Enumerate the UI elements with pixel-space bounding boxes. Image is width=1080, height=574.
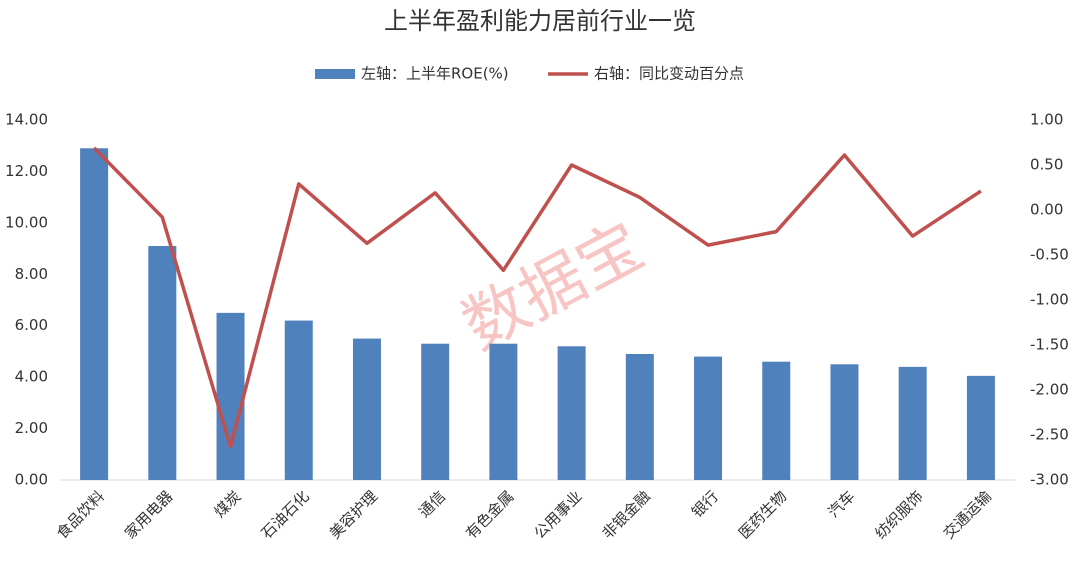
bar — [352, 338, 381, 480]
bar — [694, 356, 723, 480]
bar — [830, 364, 859, 480]
bar — [148, 246, 177, 480]
x-tick-label: 银行 — [688, 487, 722, 521]
bar — [762, 361, 791, 480]
y2-tick-label: -0.50 — [1030, 246, 1069, 264]
y-tick-label: 6.00 — [15, 316, 48, 334]
y2-tick-label: -1.50 — [1030, 336, 1069, 354]
bar — [557, 346, 586, 480]
bar — [421, 343, 450, 480]
bar — [216, 312, 245, 480]
bar — [80, 148, 109, 481]
bar — [284, 320, 313, 480]
y-tick-label: 2.00 — [15, 419, 48, 437]
x-tick-label: 公用事业 — [530, 487, 585, 542]
bar — [966, 375, 995, 480]
x-tick-label: 交通运输 — [940, 487, 995, 542]
line — [92, 146, 982, 449]
y2-tick-label: -3.00 — [1030, 471, 1069, 489]
y-tick-label: 10.00 — [5, 213, 48, 231]
chart-title: 上半年盈利能力居前行业一览 — [384, 7, 696, 35]
bar — [898, 366, 927, 480]
legend-swatch — [315, 69, 355, 79]
y2-tick-label: 0.50 — [1030, 156, 1063, 174]
x-tick-label: 纺织服饰 — [872, 487, 927, 542]
x-tick-label: 家用电器 — [121, 487, 176, 542]
y-tick-label: 4.00 — [15, 368, 48, 386]
y-tick-label: 14.00 — [5, 111, 48, 129]
bar — [489, 343, 518, 480]
y-tick-label: 0.00 — [15, 471, 48, 489]
legend-label: 右轴：同比变动百分点 — [594, 65, 744, 83]
y2-tick-label: -1.00 — [1030, 291, 1069, 309]
x-tick-label: 食品饮料 — [53, 487, 108, 542]
y2-tick-label: -2.50 — [1030, 426, 1069, 444]
x-tick-label: 石油石化 — [258, 487, 313, 542]
bar — [625, 354, 654, 480]
x-tick-label: 美容护理 — [326, 487, 381, 542]
y2-tick-label: 1.00 — [1030, 111, 1063, 129]
y-tick-label: 8.00 — [15, 265, 48, 283]
x-tick-label: 煤炭 — [211, 487, 245, 521]
x-tick-label: 通信 — [415, 487, 449, 521]
x-tick-label: 汽车 — [825, 487, 859, 521]
legend-label: 左轴：上半年ROE(%) — [361, 65, 509, 83]
x-tick-label: 有色金属 — [462, 487, 517, 542]
x-tick-label: 医药生物 — [735, 487, 790, 542]
y2-tick-label: 0.00 — [1030, 201, 1063, 219]
y-tick-label: 12.00 — [5, 162, 48, 180]
y2-tick-label: -2.00 — [1030, 381, 1069, 399]
x-tick-label: 非银金融 — [599, 487, 654, 542]
watermark: 数据宝 — [451, 209, 655, 364]
